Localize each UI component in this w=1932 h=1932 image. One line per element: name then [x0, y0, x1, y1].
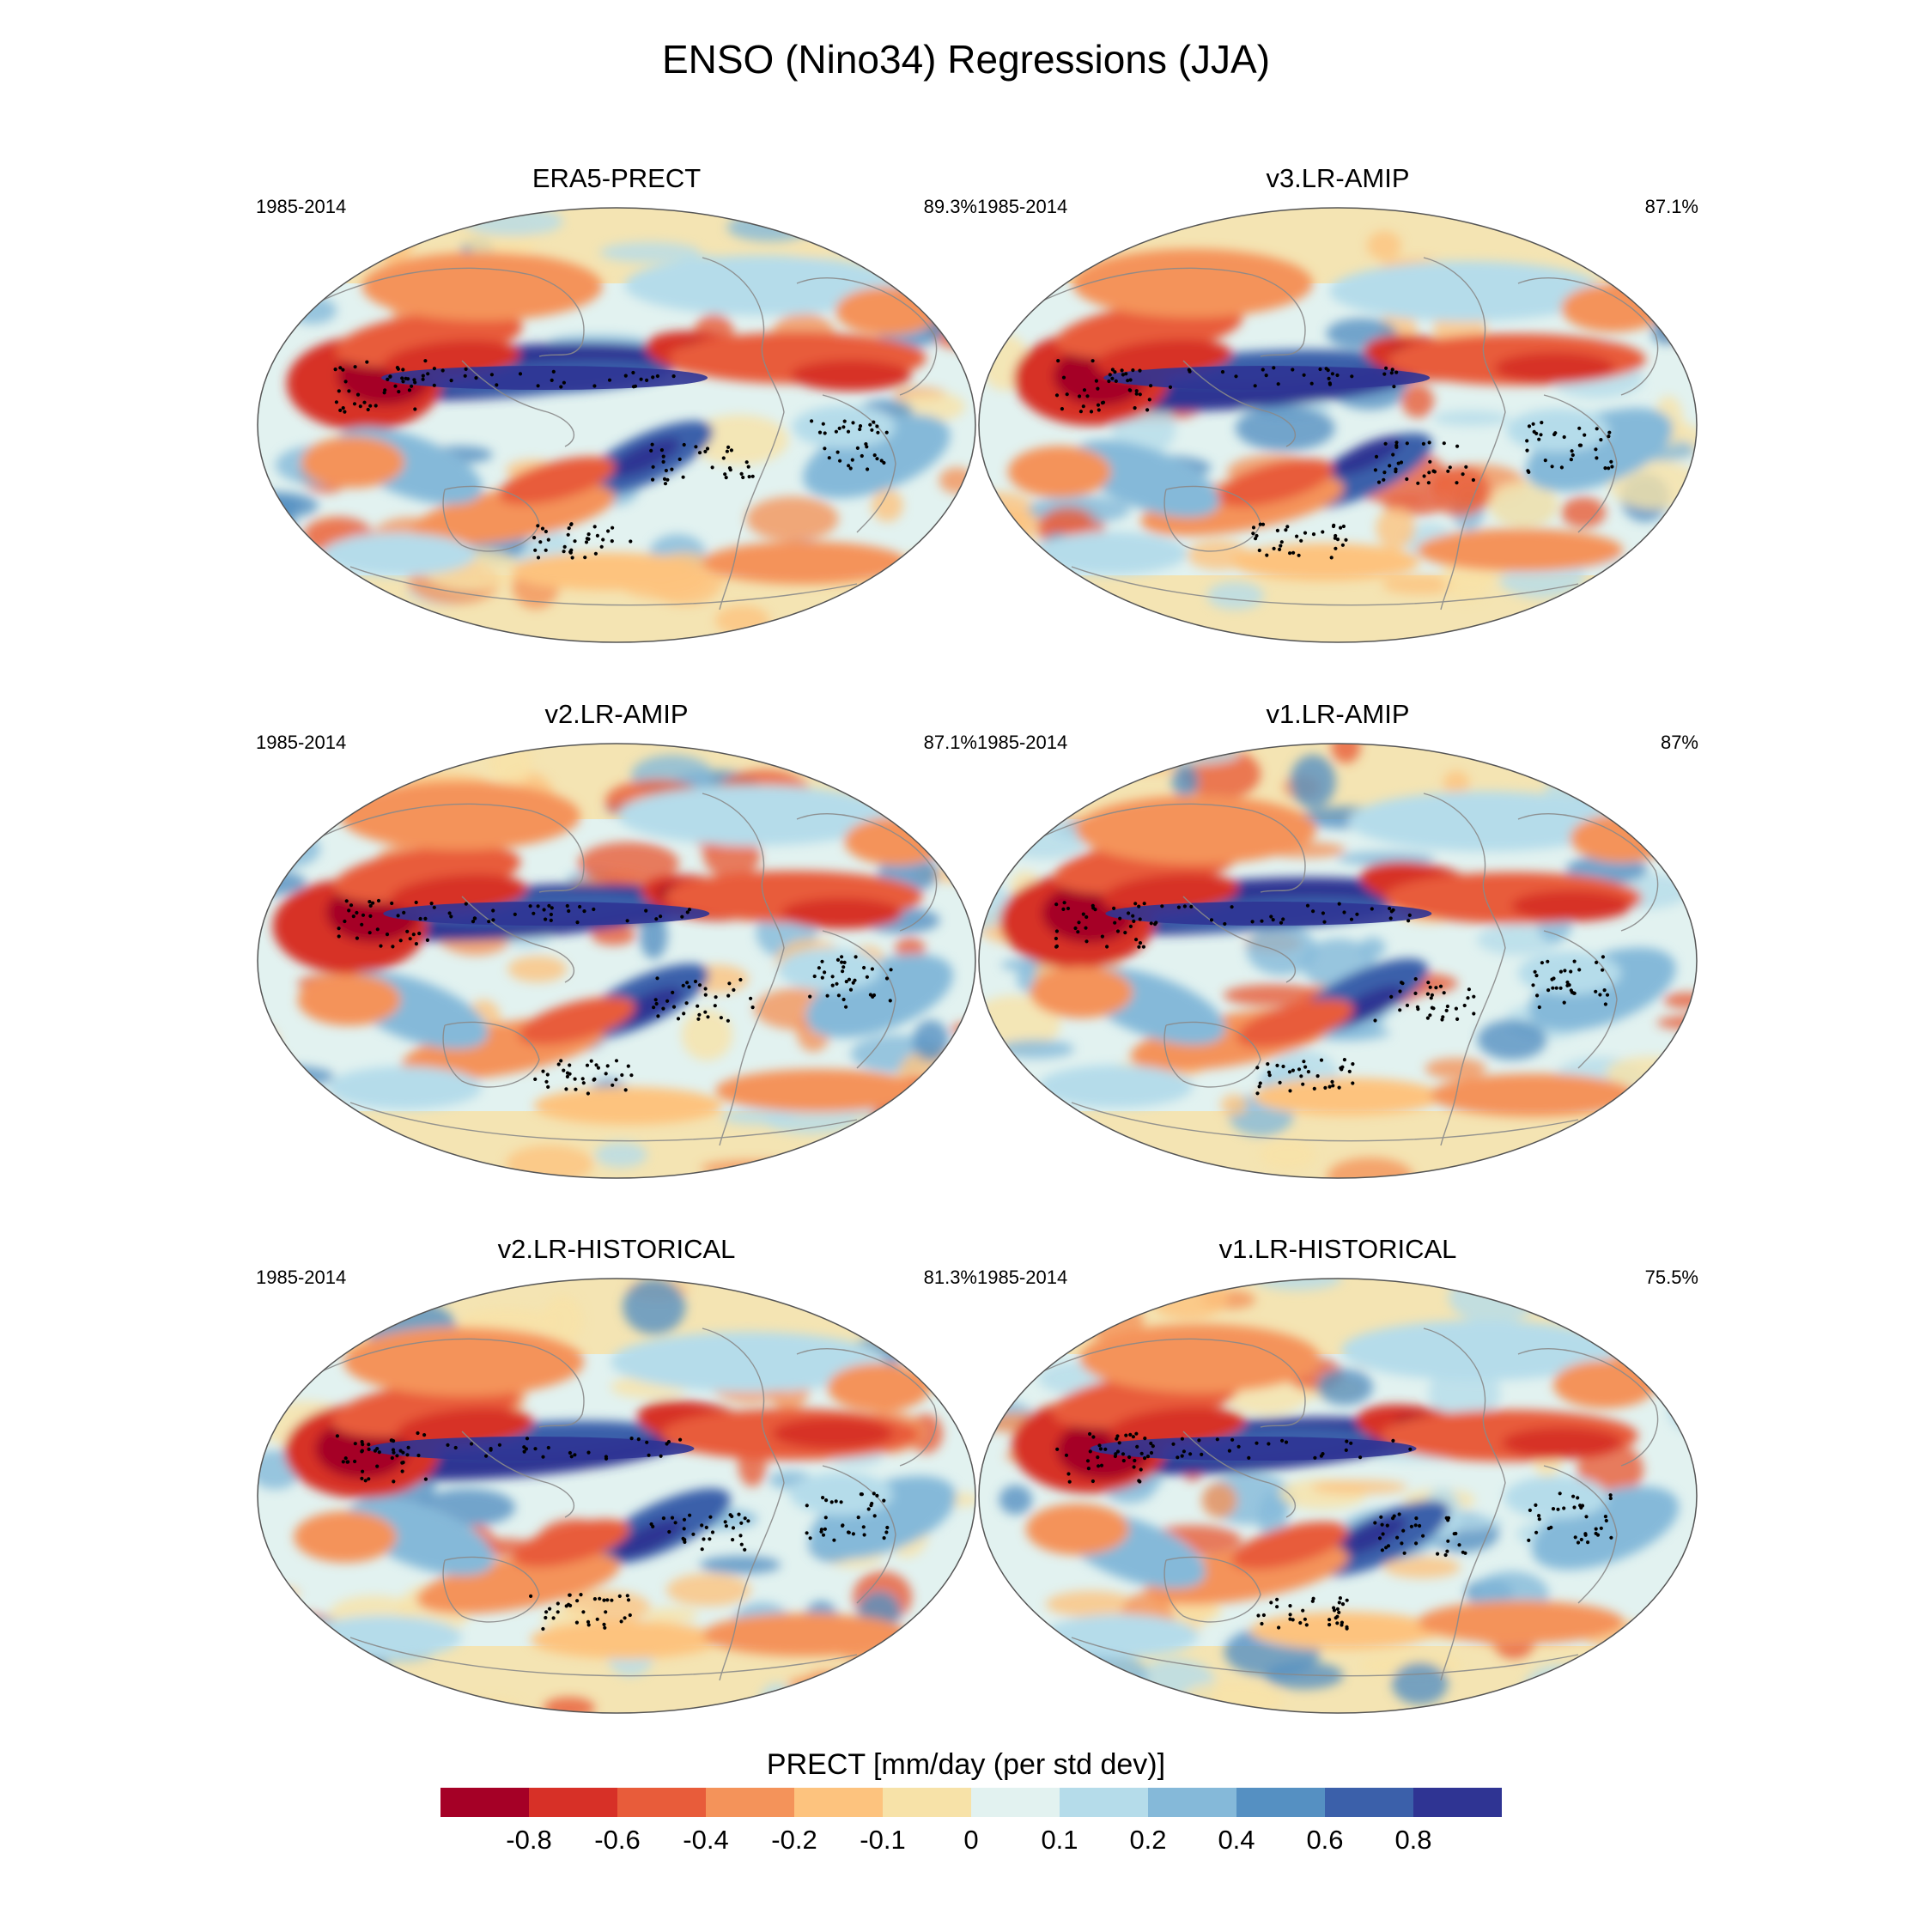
- colorbar-swatch: [1325, 1788, 1414, 1817]
- map-panel-v2-historical: v2.LR-HISTORICAL 1985-2014 81.3%: [256, 1234, 977, 1715]
- robinson-map: [978, 1278, 1698, 1714]
- map-panel-v2-amip: v2.LR-AMIP 1985-2014 87.1%: [256, 699, 977, 1180]
- panel-title: ERA5-PRECT: [532, 163, 702, 193]
- colorbar-swatch: [1060, 1788, 1149, 1817]
- colorbar-tick-label: -0.6: [594, 1825, 641, 1855]
- colorbar-tick-label: -0.1: [860, 1825, 906, 1855]
- panel-pattern-correlation: 81.3%: [923, 1267, 977, 1288]
- colorbar-tick-label: 0.4: [1218, 1825, 1255, 1855]
- colorbar-swatch: [794, 1788, 884, 1817]
- robinson-map: [257, 743, 976, 1179]
- colorbar-swatch: [706, 1788, 795, 1817]
- map-panel-v1-historical: v1.LR-HISTORICAL 1985-2014 75.5%: [977, 1234, 1698, 1715]
- map-panel-era5: ERA5-PRECT 1985-2014 89.3%: [256, 163, 977, 644]
- panel-title: v3.LR-AMIP: [1266, 163, 1410, 193]
- panel-period: 1985-2014: [977, 732, 1068, 753]
- robinson-map: [978, 743, 1698, 1179]
- main-title: ENSO (Nino34) Regressions (JJA): [661, 37, 1271, 82]
- panel-title: v2.LR-AMIP: [544, 699, 689, 729]
- panel-title: v1.LR-HISTORICAL: [1218, 1234, 1457, 1264]
- panel-pattern-correlation: 89.3%: [923, 196, 977, 217]
- colorbar-tick-label: -0.2: [771, 1825, 817, 1855]
- map-panel-v3-amip: v3.LR-AMIP 1985-2014 87.1%: [977, 163, 1698, 644]
- robinson-map: [257, 1278, 976, 1714]
- map-panel-v1-amip: v1.LR-AMIP 1985-2014 87%: [977, 699, 1698, 1180]
- colorbar-title: PRECT [mm/day (per std dev)]: [766, 1748, 1166, 1781]
- panel-title: v2.LR-HISTORICAL: [497, 1234, 736, 1264]
- panel-pattern-correlation: 87.1%: [923, 732, 977, 753]
- colorbar-tick-label: 0.6: [1306, 1825, 1344, 1855]
- colorbar-tick-label: 0.1: [1041, 1825, 1078, 1855]
- colorbar-tick-label: -0.8: [506, 1825, 552, 1855]
- colorbar-tick-label: 0.2: [1129, 1825, 1167, 1855]
- colorbar-swatch: [440, 1788, 530, 1817]
- panel-period: 1985-2014: [256, 732, 347, 753]
- colorbar-tick-label: 0.8: [1394, 1825, 1432, 1855]
- colorbar: [440, 1788, 1502, 1817]
- panel-pattern-correlation: 87.1%: [1644, 196, 1698, 217]
- panel-pattern-correlation: 87%: [1660, 732, 1698, 753]
- colorbar-tick-label: 0: [963, 1825, 979, 1855]
- colorbar-swatch: [529, 1788, 618, 1817]
- colorbar-swatch: [971, 1788, 1060, 1817]
- panel-period: 1985-2014: [256, 196, 347, 217]
- colorbar-swatch: [1413, 1788, 1502, 1817]
- robinson-map: [257, 207, 976, 643]
- robinson-map: [978, 207, 1698, 643]
- colorbar-tick-label: -0.4: [683, 1825, 729, 1855]
- panel-period: 1985-2014: [977, 196, 1068, 217]
- colorbar-swatch: [617, 1788, 707, 1817]
- colorbar-swatch: [1236, 1788, 1326, 1817]
- panel-pattern-correlation: 75.5%: [1644, 1267, 1698, 1288]
- colorbar-swatch: [1148, 1788, 1237, 1817]
- panel-period: 1985-2014: [256, 1267, 347, 1288]
- colorbar-swatch: [883, 1788, 972, 1817]
- panel-title: v1.LR-AMIP: [1266, 699, 1410, 729]
- panel-period: 1985-2014: [977, 1267, 1068, 1288]
